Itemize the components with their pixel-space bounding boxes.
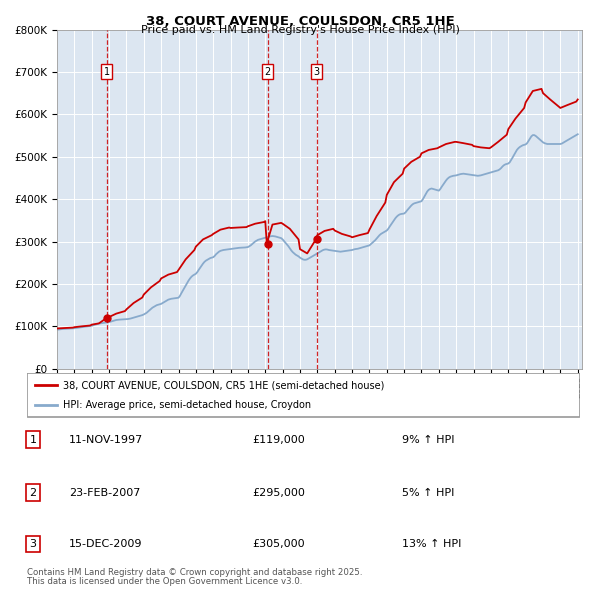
Text: Price paid vs. HM Land Registry's House Price Index (HPI): Price paid vs. HM Land Registry's House … — [140, 25, 460, 35]
Text: £305,000: £305,000 — [252, 539, 305, 549]
Text: 3: 3 — [313, 67, 320, 77]
Text: £295,000: £295,000 — [252, 488, 305, 497]
Text: 1: 1 — [104, 67, 110, 77]
Text: 5% ↑ HPI: 5% ↑ HPI — [402, 488, 454, 497]
Text: 15-DEC-2009: 15-DEC-2009 — [69, 539, 143, 549]
Text: £119,000: £119,000 — [252, 435, 305, 444]
Text: 9% ↑ HPI: 9% ↑ HPI — [402, 435, 455, 444]
Text: Contains HM Land Registry data © Crown copyright and database right 2025.: Contains HM Land Registry data © Crown c… — [27, 568, 362, 576]
Text: This data is licensed under the Open Government Licence v3.0.: This data is licensed under the Open Gov… — [27, 577, 302, 586]
Text: 38, COURT AVENUE, COULSDON, CR5 1HE: 38, COURT AVENUE, COULSDON, CR5 1HE — [146, 15, 454, 28]
Text: 3: 3 — [29, 539, 37, 549]
Text: 23-FEB-2007: 23-FEB-2007 — [69, 488, 140, 497]
Text: 13% ↑ HPI: 13% ↑ HPI — [402, 539, 461, 549]
Text: 11-NOV-1997: 11-NOV-1997 — [69, 435, 143, 444]
Text: 2: 2 — [265, 67, 271, 77]
Text: HPI: Average price, semi-detached house, Croydon: HPI: Average price, semi-detached house,… — [63, 401, 311, 410]
Text: 38, COURT AVENUE, COULSDON, CR5 1HE (semi-detached house): 38, COURT AVENUE, COULSDON, CR5 1HE (sem… — [63, 381, 384, 391]
Text: 1: 1 — [29, 435, 37, 444]
Text: 2: 2 — [29, 488, 37, 497]
